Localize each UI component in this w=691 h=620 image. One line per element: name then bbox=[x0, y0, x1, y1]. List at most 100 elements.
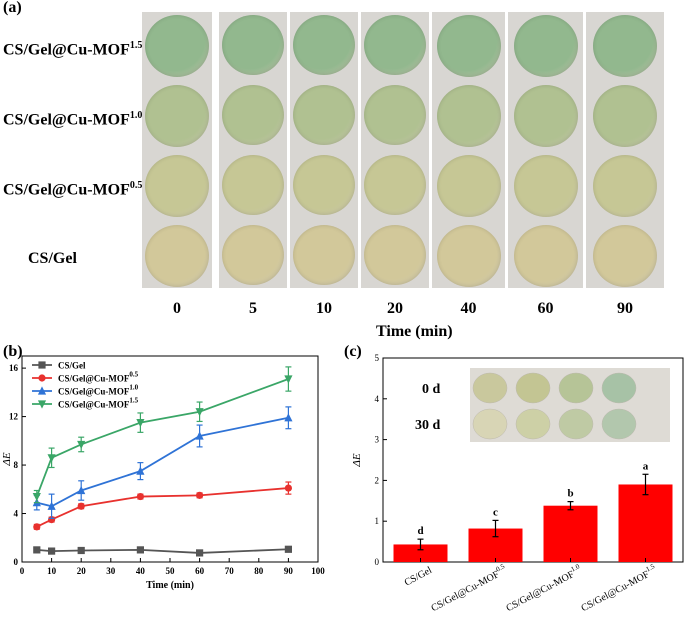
y-tick-label: 8 bbox=[14, 460, 19, 470]
x-tick-label: 10 bbox=[47, 566, 57, 576]
film-sample-photo bbox=[364, 225, 426, 285]
category-label-base: CS/Gel@Cu-MOF bbox=[429, 569, 501, 614]
film-sample-photo bbox=[593, 85, 657, 147]
film-sample-photo bbox=[436, 85, 501, 147]
data-point bbox=[196, 549, 204, 557]
x-tick-label: 90 bbox=[284, 566, 294, 576]
inset-film-sample bbox=[558, 408, 594, 440]
inset-film-sample bbox=[601, 408, 637, 440]
time-label: 60 bbox=[537, 300, 554, 317]
time-label: 10 bbox=[316, 300, 332, 317]
bar bbox=[618, 484, 673, 562]
legend-label-base: CS/Gel@Cu-MOF bbox=[58, 387, 130, 397]
category-label-sup: 0.5 bbox=[495, 562, 507, 573]
data-point bbox=[33, 523, 41, 531]
panel-b-label: (b) bbox=[3, 343, 23, 360]
significance-letter: b bbox=[567, 488, 573, 500]
film-sample-photo bbox=[293, 155, 355, 215]
legend-label: CS/Gel bbox=[58, 361, 86, 371]
row-label: CS/Gel bbox=[28, 250, 77, 268]
legend-label-base: CS/Gel@Cu-MOF bbox=[58, 400, 130, 410]
film-sample-photo bbox=[222, 15, 284, 75]
time-label: 40 bbox=[460, 300, 477, 317]
y-tick-label: 2 bbox=[375, 475, 380, 485]
film-sample-photo bbox=[436, 15, 501, 77]
plot-frame bbox=[382, 357, 684, 563]
inset-film-sample bbox=[558, 372, 594, 404]
series-line bbox=[36, 548, 289, 554]
film-sample-photo bbox=[513, 225, 578, 287]
x-tick-label: 70 bbox=[225, 566, 235, 576]
data-point bbox=[195, 431, 204, 440]
category-label-base: CS/Gel@Cu-MOF bbox=[579, 569, 651, 614]
data-point bbox=[48, 547, 56, 555]
category-label-base: CS/Gel bbox=[403, 565, 434, 589]
inset-film-sample bbox=[472, 408, 508, 440]
y-axis-label: ΔE bbox=[1, 452, 13, 466]
inset-film-sample bbox=[515, 408, 551, 440]
series-line bbox=[35, 378, 289, 497]
significance-letter: a bbox=[643, 460, 649, 472]
data-point bbox=[37, 400, 47, 409]
legend-label: CS/Gel@Cu-MOF1.5 bbox=[58, 397, 139, 410]
x-tick-label: 30 bbox=[106, 566, 116, 576]
film-sample-photo bbox=[513, 85, 578, 147]
data-point bbox=[195, 408, 204, 417]
data-point bbox=[77, 440, 86, 450]
row-label: CS/Gel@Cu-MOF0.5 bbox=[3, 180, 142, 199]
film-sample-photo bbox=[364, 85, 426, 145]
y-tick-label: 3 bbox=[375, 435, 380, 445]
x-tick-label: 20 bbox=[77, 566, 87, 576]
legend-label: CS/Gel@Cu-MOF1.0 bbox=[58, 384, 139, 397]
legend-label-sup: 0.5 bbox=[129, 371, 138, 379]
y-tick-label: 16 bbox=[9, 363, 19, 373]
film-sample-photo bbox=[436, 225, 501, 287]
panel-a-xlabel: Time (min) bbox=[376, 323, 453, 340]
data-point bbox=[284, 484, 292, 492]
film-sample-photo bbox=[513, 155, 578, 217]
data-point bbox=[77, 546, 85, 555]
panel-c-label: (c) bbox=[344, 343, 362, 360]
x-tick-label: 100 bbox=[311, 566, 325, 576]
category-label: CS/Gel@Cu-MOF0.5 bbox=[428, 562, 509, 614]
film-sample-photo bbox=[293, 225, 355, 285]
category-label-base: CS/Gel@Cu-MOF bbox=[504, 569, 576, 614]
time-label: 20 bbox=[387, 300, 403, 317]
data-point bbox=[38, 374, 46, 382]
film-sample-photo bbox=[593, 15, 657, 77]
data-point bbox=[32, 492, 41, 502]
film-sample-photo bbox=[222, 85, 284, 145]
film-sample-photo bbox=[145, 225, 209, 287]
film-sample-photo bbox=[364, 15, 426, 75]
row-label-sup: 1.0 bbox=[129, 110, 143, 121]
row-label: CS/Gel@Cu-MOF1.5 bbox=[3, 40, 142, 59]
category-label-sup: 1.5 bbox=[645, 562, 657, 573]
data-point bbox=[37, 386, 47, 395]
data-point bbox=[33, 546, 41, 554]
x-tick-label: 0 bbox=[20, 566, 25, 576]
data-point bbox=[77, 502, 85, 510]
category-label-sup: 1.0 bbox=[570, 562, 582, 573]
time-label: 0 bbox=[173, 300, 181, 317]
x-tick-label: 60 bbox=[195, 566, 205, 576]
legend-label-base: CS/Gel@Cu-MOF bbox=[58, 374, 130, 384]
category-label: CS/Gel@Cu-MOF1.0 bbox=[503, 562, 584, 614]
data-point bbox=[77, 485, 86, 495]
row-label-text: CS/Gel@Cu-MOF bbox=[3, 181, 130, 199]
data-point bbox=[284, 413, 293, 422]
film-sample-photo bbox=[513, 15, 578, 77]
y-axis-label: ΔE bbox=[351, 453, 363, 467]
data-point bbox=[136, 419, 145, 428]
legend-label: CS/Gel@Cu-MOF0.5 bbox=[58, 371, 139, 384]
bar bbox=[393, 544, 448, 562]
row-label-text: CS/Gel@Cu-MOF bbox=[3, 41, 130, 59]
film-sample-photo bbox=[293, 85, 355, 145]
inset-label-0d: 0 d bbox=[422, 382, 441, 397]
row-label-sup: 1.5 bbox=[129, 40, 143, 51]
legend-label-sup: 1.0 bbox=[129, 384, 138, 392]
data-point bbox=[136, 546, 144, 554]
y-tick-label: 12 bbox=[9, 412, 19, 422]
panel-a-label: (a) bbox=[3, 0, 22, 16]
legend-label-sup: 1.5 bbox=[129, 397, 138, 405]
